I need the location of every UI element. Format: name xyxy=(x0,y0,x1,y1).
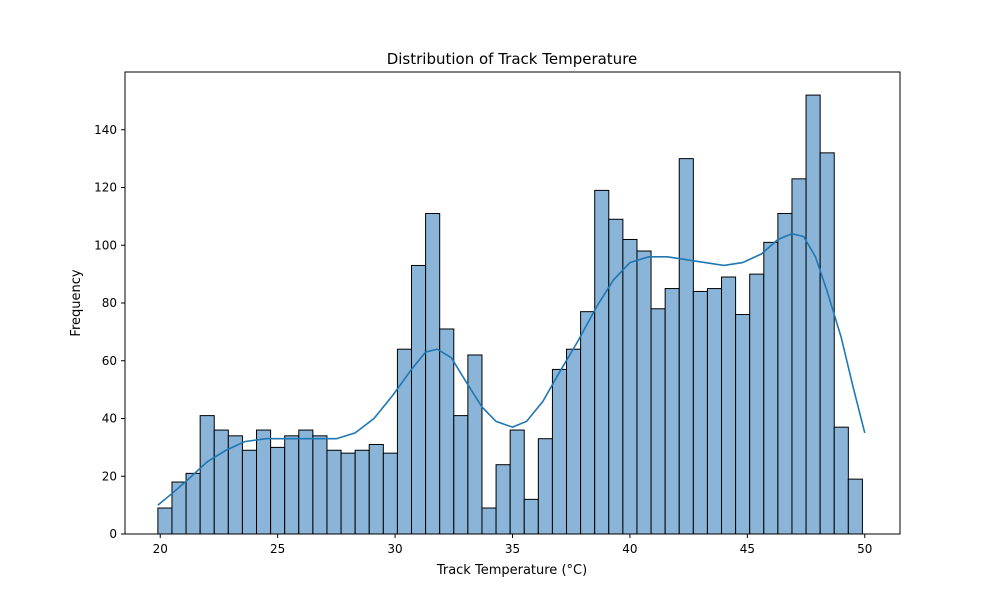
histogram-bar xyxy=(227,435,243,535)
histogram-bar xyxy=(551,368,568,535)
histogram-bar xyxy=(566,348,582,535)
histogram-bar xyxy=(537,438,553,535)
y-tick-label: 40 xyxy=(102,412,117,426)
histogram-bar xyxy=(340,452,356,535)
histogram-bar xyxy=(847,478,863,535)
x-axis-label: Track Temperature (°C) xyxy=(436,563,587,578)
histogram-bar xyxy=(763,241,779,535)
histogram-bar xyxy=(523,498,539,535)
histogram-bar xyxy=(199,415,215,535)
histogram-bar xyxy=(580,311,596,535)
histogram-bar xyxy=(284,435,300,535)
histogram-bar xyxy=(819,152,835,535)
histogram-bar xyxy=(185,472,201,535)
x-tick-label: 40 xyxy=(622,542,637,556)
histogram-bar xyxy=(833,426,849,535)
histogram-bar xyxy=(396,348,413,535)
y-axis-label: Frequency xyxy=(69,269,84,336)
histogram-bar xyxy=(664,288,680,535)
histogram-bar xyxy=(692,290,708,535)
histogram-bar xyxy=(481,507,497,535)
histogram-bar xyxy=(213,429,229,535)
histogram-bar xyxy=(495,464,511,535)
histogram-bar xyxy=(171,481,187,535)
kde-curve xyxy=(157,232,866,506)
y-axis-ticks: 0 20 40 60 80 100 120 140 xyxy=(94,123,125,541)
histogram-bar xyxy=(622,238,638,535)
histogram-bar xyxy=(467,354,483,535)
histogram-bar xyxy=(312,435,328,535)
x-tick-label: 20 xyxy=(153,542,168,556)
histogram-bar xyxy=(749,273,765,535)
histogram-bar xyxy=(608,218,624,535)
x-tick-label: 35 xyxy=(505,542,520,556)
histogram-bar xyxy=(721,276,737,535)
histogram-bar xyxy=(453,415,469,535)
y-tick-label: 20 xyxy=(102,469,117,483)
histogram-bar xyxy=(594,189,610,535)
x-tick-label: 50 xyxy=(857,542,872,556)
x-tick-label: 25 xyxy=(270,542,285,556)
histogram-bar xyxy=(157,507,173,535)
histogram-bar xyxy=(425,212,441,535)
histogram-bar xyxy=(298,429,314,535)
y-tick-label: 60 xyxy=(102,354,117,368)
histogram-bar xyxy=(368,443,384,535)
histogram-bar xyxy=(706,288,723,535)
histogram-bar xyxy=(650,308,666,535)
histogram-bar xyxy=(354,449,370,535)
x-tick-label: 45 xyxy=(740,542,755,556)
histogram-bar xyxy=(411,264,427,535)
x-tick-label: 30 xyxy=(387,542,402,556)
histogram-bar xyxy=(256,429,272,535)
histogram-bar xyxy=(777,212,793,535)
y-tick-label: 80 xyxy=(102,296,117,310)
histogram-bar xyxy=(382,452,398,535)
histogram-bar xyxy=(735,314,751,535)
y-tick-label: 140 xyxy=(94,123,117,137)
histogram-bar xyxy=(678,158,694,535)
y-tick-label: 120 xyxy=(94,181,117,195)
chart-title: Distribution of Track Temperature xyxy=(387,50,638,68)
histogram-bar xyxy=(805,94,821,535)
y-tick-label: 0 xyxy=(109,527,117,541)
histogram-bar xyxy=(636,250,652,535)
histogram-bar xyxy=(270,446,286,535)
histogram-bar xyxy=(509,429,525,535)
x-axis-ticks: 20 25 30 35 40 45 50 xyxy=(153,534,872,556)
histogram-bar xyxy=(791,178,807,535)
plot-area-frame xyxy=(124,71,901,535)
histogram-bar xyxy=(326,449,342,535)
y-tick-label: 100 xyxy=(94,238,117,252)
histogram-bar xyxy=(241,449,258,535)
